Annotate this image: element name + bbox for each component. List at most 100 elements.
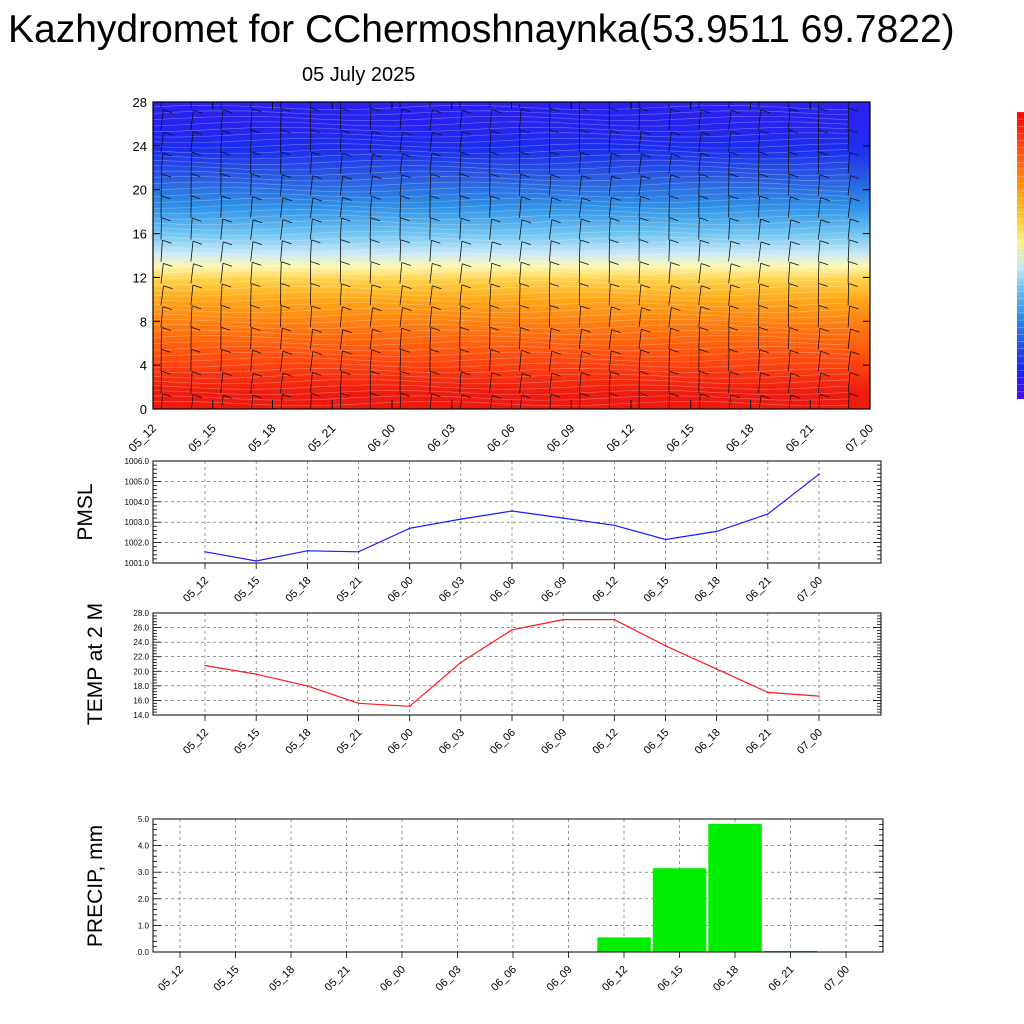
wind-barb [728,218,731,240]
wind-barb-flag [250,304,261,309]
wind-barb [578,351,583,372]
wind-barb [878,372,879,393]
precip-panel: 0.0 1.0 2.0 3.0 4.0 5.0 05_12 05_15 05_18 05_21 06… [84,815,884,994]
wind-barb [608,283,611,306]
wind-barb-flag [161,173,172,178]
wind-barb-flag [432,131,442,136]
wind-barb-flag [581,197,591,202]
wind-barb-flag [432,285,442,290]
wind-barb [728,131,732,152]
contour-line [153,395,850,401]
wind-barb-flag [490,130,501,134]
wind-barb [668,349,670,372]
wind-barb [190,305,193,328]
contour-line [153,368,849,374]
wind-barb [668,195,670,218]
wind-barb-flag [818,283,828,287]
data-point [255,673,257,675]
wind-barb-flag [371,130,382,135]
wind-barb-flag [489,326,500,331]
wind-barb [817,328,821,350]
wind-barb [817,351,821,372]
wind-barb-flag [430,370,440,375]
wind-barb [847,218,851,240]
wind-barb [190,218,193,240]
wind-barb-flag [850,328,860,333]
wind-barb-flag [640,349,650,354]
contour-line [153,220,850,226]
data-point [357,702,360,705]
wind-barb-flag [670,327,680,332]
wind-barb-flag [550,107,560,112]
x-tick-label: 06_15 [656,964,686,994]
wind-barb-flag [310,283,321,287]
wind-barb-flag [163,131,173,136]
chart-date: 05 July 2025 [302,64,416,86]
wind-barb [309,351,314,372]
wind-barb [429,393,432,409]
wind-barb-flag [549,129,559,134]
wind-barb-flag [490,195,500,200]
wind-barb-flag [521,394,531,399]
wind-barb [817,174,821,196]
wind-barb [191,394,194,409]
wind-barb-flag [312,372,322,376]
contour-line [153,236,850,242]
wind-barb-flag [342,197,352,201]
wind-barb-flag [460,195,470,200]
chart-title: Kazhydromet for CChermoshnaynka(53.9511 … [8,8,955,51]
precip-bar [597,937,651,952]
wind-barb [429,102,431,109]
wind-barb-flag [460,348,470,353]
wind-barb [758,283,761,306]
wind-barb [758,102,760,109]
wind-barb [489,102,491,109]
wind-barb-flag [431,239,441,244]
wind-barb [160,132,164,152]
contour-line [153,269,850,275]
wind-barb-flag [848,283,858,287]
wind-barb-flag [609,261,619,265]
wind-barb [758,195,760,218]
wind-barb [519,108,522,130]
wind-barb-flag [551,197,561,202]
wind-barb [160,327,163,350]
wind-barb-flag [461,284,471,289]
wind-barb [817,151,820,174]
data-point [715,530,718,533]
contour-line [153,285,850,291]
wind-barb-flag [671,153,681,158]
wind-barb-flag [161,217,171,222]
wind-barb-flag [341,371,351,375]
wind-barb-flag [730,240,740,245]
wind-barb [160,240,163,262]
wind-barb [638,307,642,328]
wind-barb [548,174,552,196]
wind-barb-flag [670,262,680,266]
y-tick-label: 0.0 [138,948,150,957]
wind-barb [817,197,821,218]
x-tick-label: 06_06 [488,727,518,757]
wind-barb [369,108,372,130]
wind-barb [429,285,433,306]
wind-barb [638,154,642,174]
y-tick-label: 0 [140,402,147,417]
wind-barb-flag [192,394,203,399]
wind-barb [399,102,401,109]
wind-barb-flag [879,284,888,287]
y-tick-label: 1001.0 [125,559,150,568]
wind-barb-flag [878,262,887,265]
wind-barb-flag [700,152,710,157]
contour-line [153,252,849,259]
wind-barb [847,372,851,394]
wind-barb [698,109,702,130]
wind-barb [399,393,402,409]
wind-barb-flag [700,263,711,267]
x-tick-label: 06_15 [642,575,672,605]
wind-barb [817,261,820,284]
wind-barb [160,109,164,130]
wind-barb-flag [551,219,561,224]
wind-barb-flag [639,239,649,243]
wind-barb-flag [610,86,619,89]
data-point [306,685,309,687]
